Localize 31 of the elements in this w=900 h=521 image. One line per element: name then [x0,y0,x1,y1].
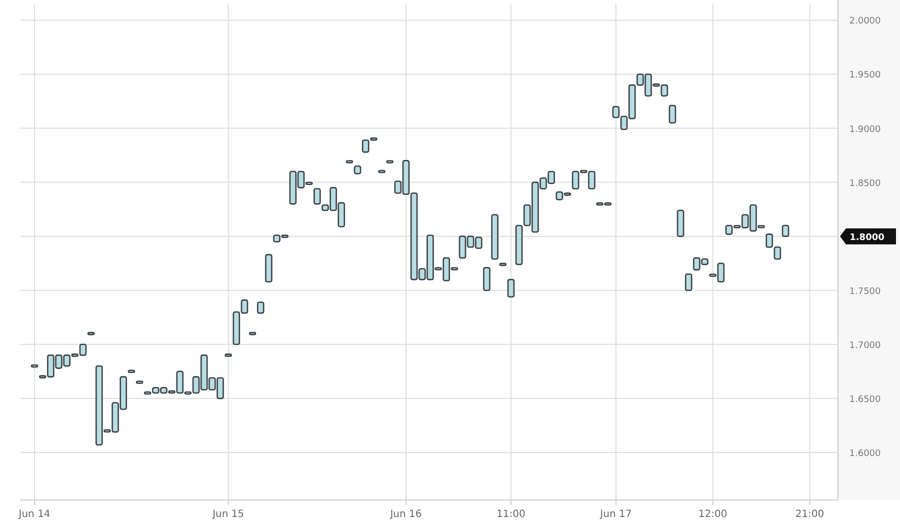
y-tick-label: 1.8500 [849,178,882,189]
x-tick-label: 21:00 [795,509,824,520]
x-tick-label: Jun 16 [389,509,422,520]
bar [354,165,362,174]
x-tick-label: 11:00 [496,509,526,520]
bar [256,302,264,314]
x-tick-label: Jun 15 [212,509,244,520]
bar [483,267,490,292]
bar [676,210,684,237]
text: 1.8000 [850,232,884,243]
bar [766,234,774,248]
x-tick-label: Jun 14 [18,509,50,520]
y-tick-label: 1.6000 [849,448,882,459]
bar [515,224,523,266]
x-tick-label: Jun 17 [599,509,632,520]
bar [782,224,790,237]
bar [265,254,272,282]
y-tick-label: 2.0000 [849,16,882,27]
bar [774,246,782,260]
y-tick-label: 1.9000 [849,124,882,135]
bar [684,274,692,292]
bar [491,214,498,260]
y-tick-label: 1.7000 [849,340,882,351]
bar [668,104,676,124]
y-tick-label: 1.7500 [849,286,882,297]
bar [507,278,515,298]
x-tick-label: 12:00 [698,509,728,520]
bar [362,140,370,153]
y-tick-label: 1.6500 [849,394,882,405]
bar [314,188,321,205]
y-tick-label: 1.9500 [849,70,882,81]
